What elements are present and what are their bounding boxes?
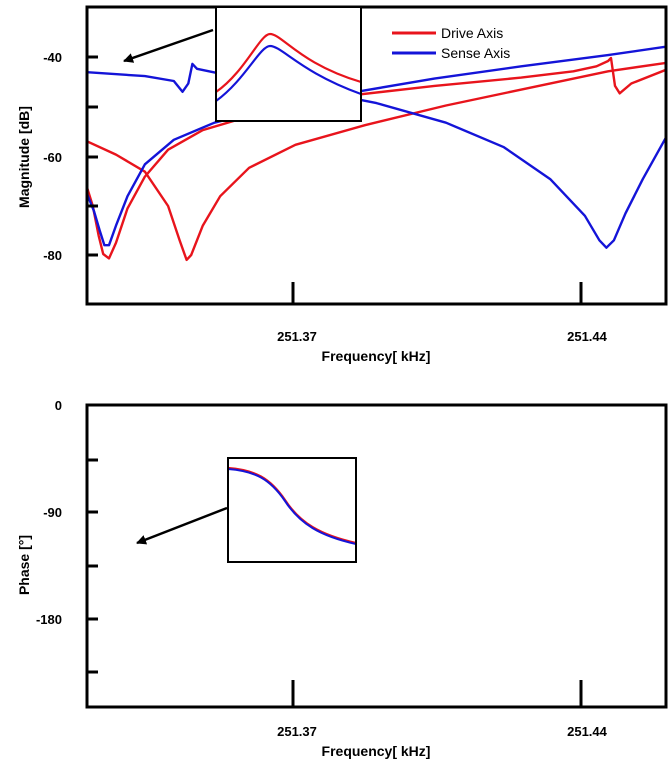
legend-label-drive: Drive Axis <box>441 25 503 41</box>
phase-plot-frame <box>85 403 668 709</box>
magnitude-inset-arrow <box>123 28 214 63</box>
magnitude-inset-drive-curve <box>216 32 361 93</box>
phase-curves <box>87 183 666 397</box>
magnitude-y-tick-label-2: -60 <box>43 150 62 165</box>
magnitude-x-axis-label: Frequency[ kHz] <box>322 348 431 364</box>
magnitude-legend: Drive Axis Sense Axis <box>392 25 510 61</box>
magnitude-plot-frame <box>85 5 668 306</box>
magnitude-drive-curve-2 <box>87 61 666 262</box>
phase-inset <box>227 457 357 563</box>
magnitude-curves <box>87 45 666 262</box>
phase-x-tick-label-2: 251.44 <box>567 724 608 739</box>
phase-y-tick-label-1: 0 <box>55 398 62 413</box>
phase-drive-curve-2 <box>87 188 666 395</box>
magnitude-sense-curve-1 <box>87 45 666 247</box>
magnitude-y-tick-label-1: -40 <box>43 50 62 65</box>
magnitude-inset-frame <box>215 6 362 122</box>
magnitude-y-tick-label-3: -80 <box>43 248 62 263</box>
magnitude-x-tick-label-1: 251.37 <box>277 329 317 344</box>
phase-x-axis-label: Frequency[ kHz] <box>322 743 431 759</box>
phase-chart: 0 -90 -180 251.37 251.44 Frequency[ kHz]… <box>16 183 668 759</box>
magnitude-sense-curve-2 <box>87 62 666 249</box>
phase-y-tick-label-3: -180 <box>36 612 62 627</box>
legend-label-sense: Sense Axis <box>441 45 510 61</box>
phase-inset-sense-curve <box>228 468 356 545</box>
magnitude-inset <box>215 6 362 122</box>
magnitude-chart: -40 -60 -80 251.37 251.44 Frequency[ kHz… <box>16 5 668 364</box>
magnitude-x-tick-label-2: 251.44 <box>567 329 608 344</box>
phase-x-tick-label-1: 251.37 <box>277 724 317 739</box>
phase-y-axis-label: Phase [°] <box>16 535 32 595</box>
phase-inset-frame <box>227 457 357 563</box>
phase-y-tick-label-2: -90 <box>43 505 62 520</box>
magnitude-y-axis-label: Magnitude [dB] <box>16 106 32 208</box>
magnitude-inset-sense-curve <box>216 44 361 102</box>
phase-inset-arrow <box>136 506 228 545</box>
